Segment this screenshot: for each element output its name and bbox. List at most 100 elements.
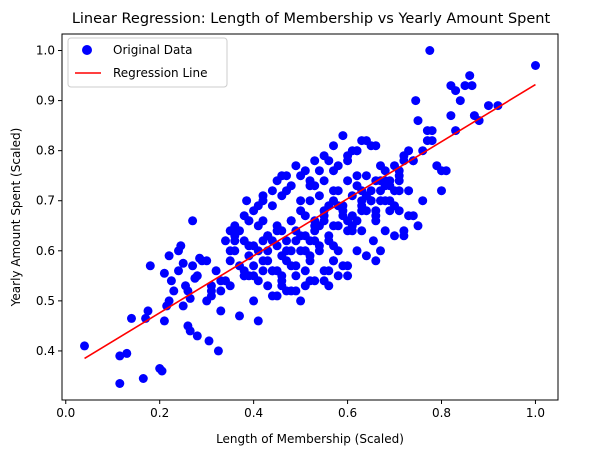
- data-point: [138, 374, 148, 383]
- data-points: [80, 46, 540, 388]
- data-point: [465, 71, 475, 81]
- data-point: [277, 276, 287, 286]
- y-tick-label: 0.6: [36, 244, 55, 258]
- data-point: [385, 206, 395, 216]
- data-point: [329, 166, 338, 176]
- data-point: [164, 296, 174, 306]
- data-point: [394, 176, 404, 186]
- data-point: [368, 236, 378, 246]
- data-point: [286, 216, 296, 226]
- data-point: [324, 281, 334, 291]
- data-point: [310, 156, 320, 166]
- data-point: [329, 141, 338, 151]
- data-point: [413, 221, 423, 231]
- data-point: [206, 291, 216, 301]
- data-point: [366, 141, 376, 151]
- data-point: [192, 271, 202, 281]
- data-point: [249, 241, 259, 251]
- data-point: [115, 379, 125, 388]
- data-point: [300, 211, 310, 221]
- data-point: [235, 311, 244, 321]
- data-point: [216, 276, 226, 286]
- data-point: [166, 276, 176, 286]
- data-point: [249, 261, 259, 271]
- data-point: [244, 216, 254, 226]
- data-point: [314, 166, 324, 176]
- data-point: [211, 266, 221, 276]
- regression-line-group: [84, 83, 536, 360]
- data-point: [258, 191, 268, 201]
- data-point: [300, 246, 310, 256]
- y-tick-label: 0.4: [36, 344, 55, 358]
- data-point: [314, 246, 324, 256]
- data-point: [272, 291, 282, 301]
- data-point: [197, 256, 207, 266]
- data-point: [157, 366, 167, 376]
- data-point: [361, 171, 371, 181]
- data-point: [408, 211, 418, 221]
- data-point: [263, 231, 273, 241]
- data-point: [343, 156, 353, 166]
- data-point: [263, 281, 273, 291]
- data-point: [314, 191, 324, 201]
- legend: Original Data Regression Line: [67, 37, 228, 88]
- data-point: [446, 81, 456, 91]
- data-point: [242, 196, 252, 206]
- data-point: [183, 286, 193, 296]
- y-tick-label: 0.8: [36, 144, 55, 158]
- data-point: [310, 221, 320, 231]
- data-point: [253, 276, 263, 286]
- data-point: [531, 61, 540, 70]
- x-axis-ticks: 0.0 0.2 0.4 0.6 0.8 1.0: [56, 400, 545, 420]
- data-point: [441, 166, 451, 176]
- legend-marker-original-data: [82, 45, 92, 55]
- data-point: [427, 136, 437, 146]
- data-point: [216, 286, 226, 296]
- data-point: [277, 171, 287, 181]
- data-point: [216, 306, 226, 316]
- data-point: [338, 131, 348, 141]
- data-point: [267, 186, 277, 196]
- data-point: [460, 81, 470, 91]
- data-point: [291, 161, 301, 171]
- data-point: [291, 286, 301, 296]
- data-point: [371, 216, 381, 226]
- data-point: [343, 271, 353, 281]
- data-point: [357, 136, 367, 146]
- data-point: [352, 171, 362, 181]
- data-point: [305, 181, 315, 191]
- legend-label-regression-line: Regression Line: [113, 66, 207, 80]
- data-point: [300, 266, 310, 276]
- data-point: [185, 326, 195, 336]
- y-tick-label: 1.0: [36, 44, 55, 58]
- plot-frame: [61, 33, 559, 401]
- data-point: [159, 316, 169, 326]
- data-point: [213, 346, 223, 356]
- data-point: [239, 236, 249, 246]
- data-point: [427, 126, 437, 136]
- data-point: [399, 226, 409, 236]
- data-point: [282, 256, 291, 266]
- data-point: [484, 101, 493, 111]
- y-tick-label: 0.5: [36, 294, 55, 308]
- data-point: [352, 246, 362, 256]
- y-axis-label: Yearly Amount Spent (Scaled): [9, 128, 23, 308]
- data-point: [376, 186, 385, 196]
- y-axis-ticks: 0.4 0.5 0.6 0.7 0.8 0.9 1.0: [36, 44, 62, 358]
- x-tick-label: 0.4: [244, 406, 263, 420]
- data-point: [413, 116, 423, 126]
- data-point: [324, 236, 334, 246]
- data-point: [380, 196, 390, 206]
- data-point: [300, 166, 310, 176]
- data-point: [143, 306, 153, 316]
- data-point: [376, 246, 385, 256]
- data-point: [267, 266, 277, 276]
- data-point: [390, 231, 399, 241]
- x-tick-label: 0.8: [432, 406, 451, 420]
- data-point: [174, 246, 183, 256]
- data-point: [333, 186, 343, 196]
- data-point: [380, 226, 390, 236]
- data-point: [230, 246, 240, 256]
- data-point: [418, 196, 428, 206]
- data-point: [164, 251, 174, 261]
